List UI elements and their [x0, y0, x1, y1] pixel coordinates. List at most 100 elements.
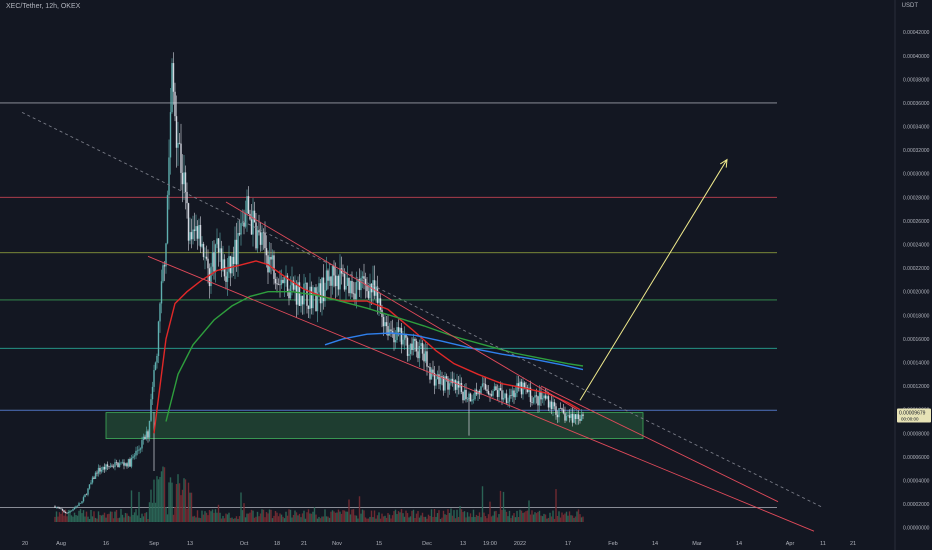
volume-bar: [112, 518, 115, 522]
candle-body: [168, 157, 170, 196]
candle-body: [528, 387, 530, 392]
candle-body: [186, 191, 188, 204]
volume-bar: [147, 518, 149, 522]
candle-body: [390, 329, 392, 332]
volume-bar: [61, 509, 64, 522]
volume-bar: [84, 516, 86, 522]
volume-bar: [460, 509, 463, 522]
volume-bar: [346, 511, 349, 522]
volume-bar: [538, 510, 541, 522]
volume-bar: [165, 507, 167, 522]
candle-body: [316, 292, 319, 312]
candle-body: [337, 275, 340, 290]
volume-bar: [391, 515, 394, 522]
volume-bar: [118, 517, 121, 522]
volume-bar: [139, 517, 142, 522]
volume-bar: [430, 509, 433, 522]
candle-body: [553, 402, 556, 407]
candle-body: [397, 327, 400, 332]
candle-body: [70, 510, 73, 512]
candle-body: [147, 431, 149, 438]
candle-body: [345, 285, 347, 290]
candle-body: [442, 376, 445, 391]
volume-bar: [241, 510, 244, 522]
candle-body: [307, 305, 310, 309]
candle-body: [558, 408, 560, 418]
candle-body: [223, 259, 226, 277]
volume-bar: [349, 514, 352, 522]
volume-bar: [559, 517, 562, 522]
candle-body: [162, 265, 164, 282]
candle-body: [259, 232, 262, 245]
trendline: [225, 201, 578, 411]
candle-body: [121, 462, 124, 464]
candle-body: [72, 509, 74, 511]
volume-bar: [564, 513, 566, 522]
candle-body: [232, 256, 235, 265]
candle-body: [517, 383, 520, 389]
candle-body: [499, 388, 502, 391]
candle-body: [561, 408, 563, 410]
candle-body: [489, 394, 491, 395]
candle-body: [571, 413, 574, 423]
volume-bar: [433, 509, 436, 522]
volume-bar: [189, 492, 191, 522]
candle-body: [198, 224, 200, 239]
volume-bar: [478, 512, 481, 522]
candle-body: [358, 279, 361, 291]
candle-body: [144, 436, 146, 439]
candle-body: [265, 248, 268, 256]
volume-bar: [270, 509, 272, 522]
volume-bar: [475, 514, 478, 522]
volume-bar: [415, 513, 418, 522]
candle-body: [522, 382, 524, 395]
volume-bar: [181, 489, 184, 522]
last-price-label: 0.00009679: [899, 410, 926, 416]
volume-bar: [183, 478, 185, 522]
candle-body: [406, 337, 409, 356]
candle-body: [427, 366, 430, 368]
price-tick-label: 0.00016000: [903, 337, 930, 343]
candle-body: [229, 256, 232, 274]
volume-bar: [298, 513, 301, 522]
volume-bar: [384, 515, 386, 522]
volume-bar: [477, 515, 479, 522]
candle-body: [403, 334, 406, 340]
candle-body: [138, 449, 140, 451]
volume-bar: [240, 492, 242, 522]
candle-body: [141, 440, 143, 449]
volume-bar: [487, 514, 490, 522]
volume-bar: [264, 517, 266, 522]
volume-bar: [108, 513, 110, 522]
volume-bar: [286, 515, 289, 522]
volume-bar: [568, 511, 571, 522]
volume-bar: [343, 510, 346, 522]
volume-bar: [481, 486, 484, 522]
candle-body: [486, 389, 488, 392]
candle-body: [537, 396, 539, 406]
symbol-title: XEC/Tether, 12h, OKEX: [6, 3, 81, 10]
volume-bar: [408, 517, 410, 522]
price-tick-label: 0.00034000: [903, 125, 930, 131]
volume-bar: [226, 514, 229, 522]
volume-bar: [420, 515, 422, 522]
volume-bar: [582, 516, 584, 522]
candle-body: [421, 343, 424, 354]
candle-body: [261, 232, 263, 245]
demand-zone: [105, 412, 644, 439]
candle-body: [342, 273, 344, 275]
candle-body: [319, 283, 322, 304]
volume-bar: [331, 510, 334, 522]
candle-body: [432, 369, 434, 373]
volume-bar: [529, 514, 532, 522]
candle-body: [379, 298, 382, 310]
candle-body: [550, 401, 553, 410]
trendline: [540, 385, 779, 503]
candle-body: [118, 463, 121, 468]
candle-body: [519, 381, 521, 389]
price-tick-label: 0.00042000: [903, 30, 930, 36]
volume-bar: [121, 514, 124, 522]
candle-body: [73, 507, 76, 510]
candle-body: [142, 436, 145, 441]
